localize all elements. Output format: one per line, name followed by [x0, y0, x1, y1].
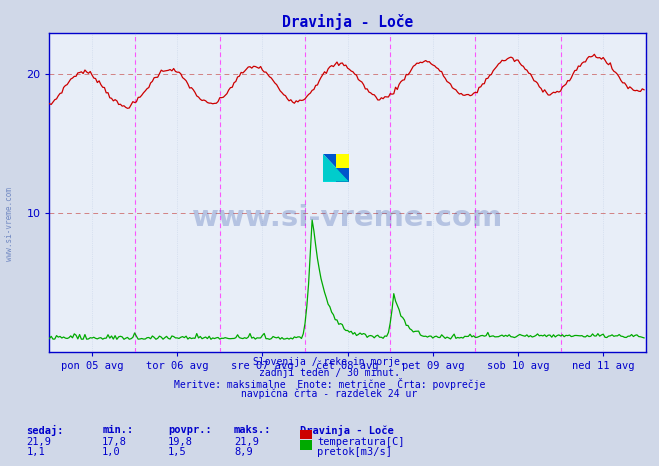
Text: pretok[m3/s]: pretok[m3/s] — [317, 447, 392, 457]
Text: zadnji teden / 30 minut.: zadnji teden / 30 minut. — [259, 368, 400, 377]
Polygon shape — [323, 154, 349, 182]
Polygon shape — [323, 154, 349, 182]
Bar — [323, 154, 336, 168]
Bar — [336, 154, 349, 168]
Text: navpična črta - razdelek 24 ur: navpična črta - razdelek 24 ur — [241, 388, 418, 399]
Text: Dravinja - Loče: Dravinja - Loče — [300, 425, 393, 437]
Text: www.si-vreme.com: www.si-vreme.com — [5, 187, 14, 260]
Text: Slovenija / reke in morje.: Slovenija / reke in morje. — [253, 357, 406, 367]
Text: 17,8: 17,8 — [102, 437, 127, 446]
Text: 21,9: 21,9 — [234, 437, 259, 446]
Text: 21,9: 21,9 — [26, 437, 51, 446]
Text: 19,8: 19,8 — [168, 437, 193, 446]
Text: www.si-vreme.com: www.si-vreme.com — [192, 204, 503, 232]
Bar — [336, 168, 349, 182]
Bar — [323, 168, 336, 182]
Text: Meritve: maksimalne  Enote: metrične  Črta: povprečje: Meritve: maksimalne Enote: metrične Črta… — [174, 378, 485, 390]
Text: maks.:: maks.: — [234, 425, 272, 435]
Title: Dravinja - Loče: Dravinja - Loče — [282, 13, 413, 30]
Text: 1,1: 1,1 — [26, 447, 45, 457]
Text: povpr.:: povpr.: — [168, 425, 212, 435]
Text: sedaj:: sedaj: — [26, 425, 64, 437]
Text: 8,9: 8,9 — [234, 447, 252, 457]
Text: 1,5: 1,5 — [168, 447, 186, 457]
Text: min.:: min.: — [102, 425, 133, 435]
Text: 1,0: 1,0 — [102, 447, 121, 457]
Text: temperatura[C]: temperatura[C] — [317, 437, 405, 446]
Bar — [336, 154, 349, 168]
